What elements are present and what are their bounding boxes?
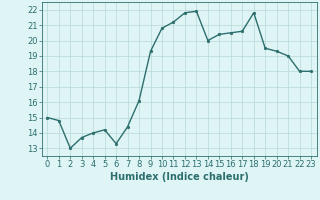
X-axis label: Humidex (Indice chaleur): Humidex (Indice chaleur): [110, 172, 249, 182]
